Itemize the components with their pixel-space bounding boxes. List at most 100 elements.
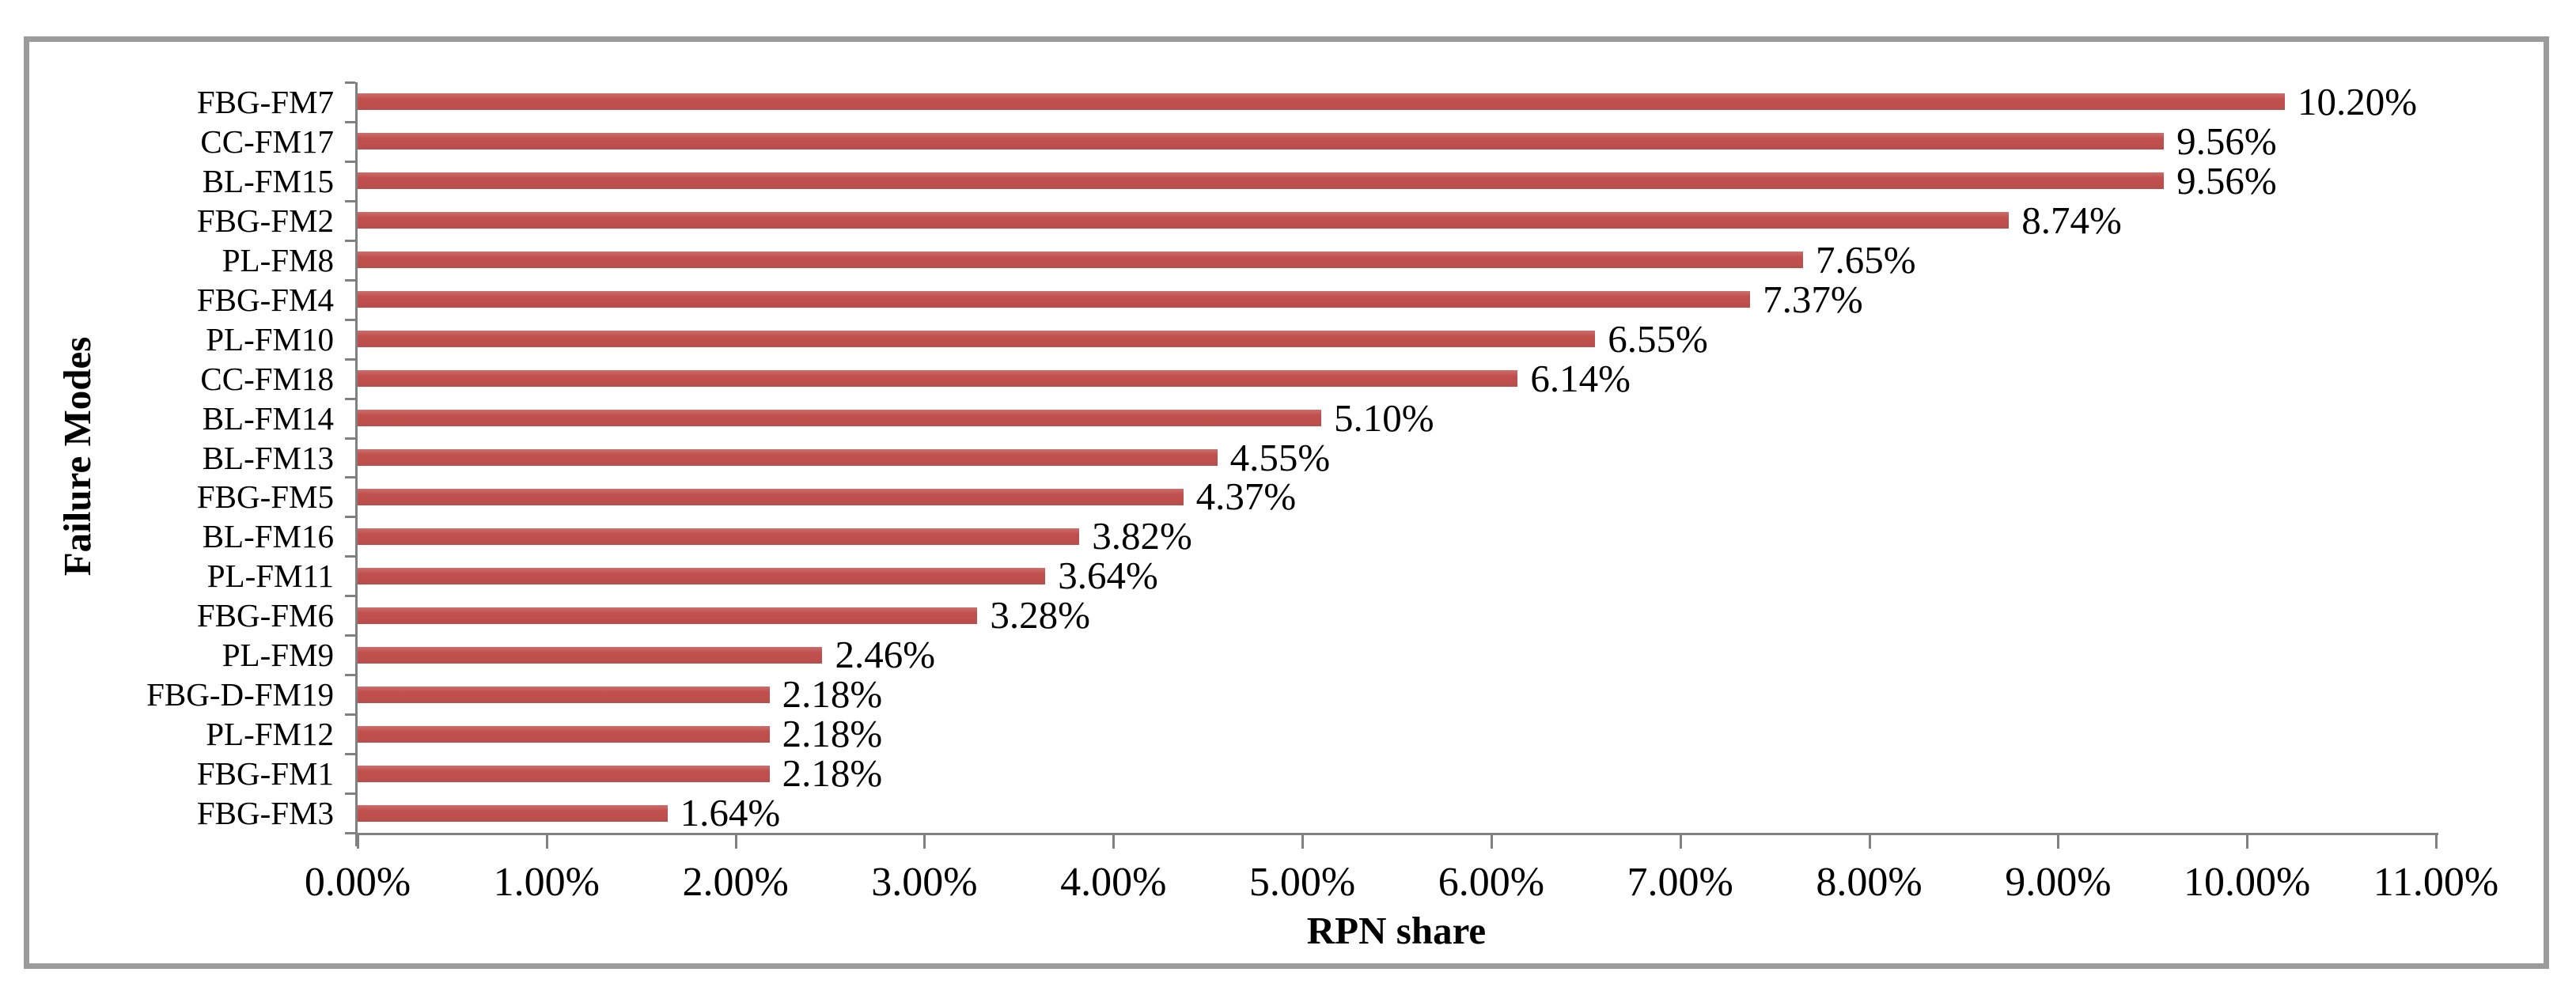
x-axis-tick — [1301, 833, 1305, 849]
value-label: 7.65% — [1815, 237, 1916, 282]
y-axis-tick — [345, 713, 355, 717]
value-label: 6.55% — [1608, 316, 1708, 361]
y-axis-line — [355, 82, 358, 846]
category-label: PL-FM9 — [222, 637, 334, 674]
y-axis-tick — [345, 516, 355, 519]
category-label: FBG-FM7 — [196, 83, 334, 120]
x-axis-title: RPN share — [1306, 909, 1487, 952]
bar — [358, 449, 1218, 466]
value-label: 6.14% — [1530, 356, 1631, 400]
y-axis-tick — [345, 278, 355, 282]
value-label: 2.18% — [782, 672, 883, 717]
bar — [358, 370, 1518, 388]
y-axis-tick — [345, 792, 355, 796]
category-label: PL-FM10 — [206, 320, 334, 357]
x-axis-tick — [1679, 833, 1682, 849]
value-label: 2.18% — [782, 751, 883, 796]
x-axis-tick-label: 8.00% — [1816, 860, 1923, 905]
value-label: 1.64% — [680, 791, 781, 835]
x-axis-tick — [1112, 833, 1116, 849]
value-label: 3.28% — [990, 593, 1090, 637]
x-axis-tick — [1490, 833, 1493, 849]
value-label: 3.64% — [1058, 554, 1158, 598]
bar — [358, 252, 1803, 269]
y-axis-tick — [345, 832, 355, 834]
x-axis-tick-label: 11.00% — [2373, 860, 2499, 905]
value-label: 4.37% — [1195, 475, 1297, 519]
category-label: BL-FM13 — [202, 439, 334, 476]
x-axis-tick — [545, 833, 548, 849]
y-axis-tick — [345, 595, 355, 598]
x-axis-tick — [357, 833, 359, 849]
category-label: BL-FM15 — [202, 162, 334, 199]
category-label: FBG-FM1 — [196, 755, 334, 792]
y-axis-tick — [345, 555, 355, 558]
y-axis-tick — [345, 357, 355, 361]
y-axis-tick — [345, 437, 355, 440]
value-label: 4.55% — [1229, 435, 1331, 479]
value-label: 10.20% — [2297, 79, 2418, 123]
y-axis-tick — [345, 120, 355, 123]
value-label: 3.82% — [1092, 514, 1192, 558]
bar — [358, 172, 2165, 190]
x-axis-tick — [734, 833, 737, 849]
category-label: FBG-FM3 — [196, 795, 334, 832]
category-label: FBG-FM2 — [196, 202, 334, 239]
x-axis-tick-label: 1.00% — [493, 860, 600, 905]
category-label: FBG-FM6 — [196, 597, 334, 634]
category-label: PL-FM12 — [206, 716, 334, 753]
category-label: FBG-D-FM19 — [146, 676, 334, 713]
y-axis-tick — [345, 753, 355, 756]
category-label: FBG-FM4 — [196, 281, 334, 318]
category-label: CC-FM17 — [200, 123, 334, 160]
x-axis-line — [355, 833, 2438, 835]
x-axis-tick-label: 2.00% — [682, 860, 789, 905]
value-label: 9.56% — [2176, 119, 2277, 163]
category-label: PL-FM11 — [206, 558, 334, 595]
y-axis-tick — [345, 81, 355, 84]
value-label: 9.56% — [2176, 158, 2277, 202]
x-axis-tick-label: 6.00% — [1438, 860, 1545, 905]
y-axis-tick — [345, 239, 355, 242]
y-axis-tick — [345, 634, 355, 637]
bar — [358, 212, 2010, 229]
x-axis-tick — [2057, 833, 2060, 849]
value-label: 5.10% — [1333, 395, 1434, 440]
bar — [358, 488, 1184, 505]
x-axis-tick-label: 5.00% — [1248, 860, 1356, 905]
bar — [358, 765, 770, 782]
value-label: 8.74% — [2021, 198, 2122, 242]
y-axis-tick — [345, 674, 355, 677]
category-label: PL-FM8 — [222, 241, 334, 278]
bar — [358, 93, 2285, 111]
x-axis-tick-label: 9.00% — [2005, 860, 2112, 905]
x-axis-tick-label: 7.00% — [1627, 860, 1733, 905]
y-axis-tick — [345, 476, 355, 479]
bar — [358, 567, 1046, 584]
x-axis-tick — [2246, 833, 2249, 849]
y-axis-tick — [345, 160, 355, 163]
x-axis-tick — [2435, 833, 2438, 849]
x-axis-tick-label: 4.00% — [1060, 860, 1167, 905]
value-label: 2.46% — [835, 633, 936, 677]
bar — [358, 528, 1080, 545]
bar — [358, 686, 770, 703]
x-axis-tick — [923, 833, 926, 849]
bar — [358, 410, 1321, 427]
bar — [358, 725, 770, 743]
category-label: BL-FM14 — [202, 399, 334, 437]
bar — [358, 804, 668, 822]
category-label: FBG-FM5 — [196, 478, 334, 516]
y-axis-tick — [345, 397, 355, 400]
y-axis-tick — [345, 199, 355, 202]
bar — [358, 133, 2165, 150]
x-axis-tick-label: 0.00% — [304, 860, 411, 905]
y-axis-tick — [345, 318, 355, 321]
x-axis-tick — [1868, 833, 1871, 849]
value-label: 2.18% — [782, 712, 883, 756]
bar — [358, 607, 978, 624]
bar — [358, 646, 823, 664]
category-label: BL-FM16 — [202, 518, 334, 555]
category-label: CC-FM18 — [200, 360, 334, 397]
